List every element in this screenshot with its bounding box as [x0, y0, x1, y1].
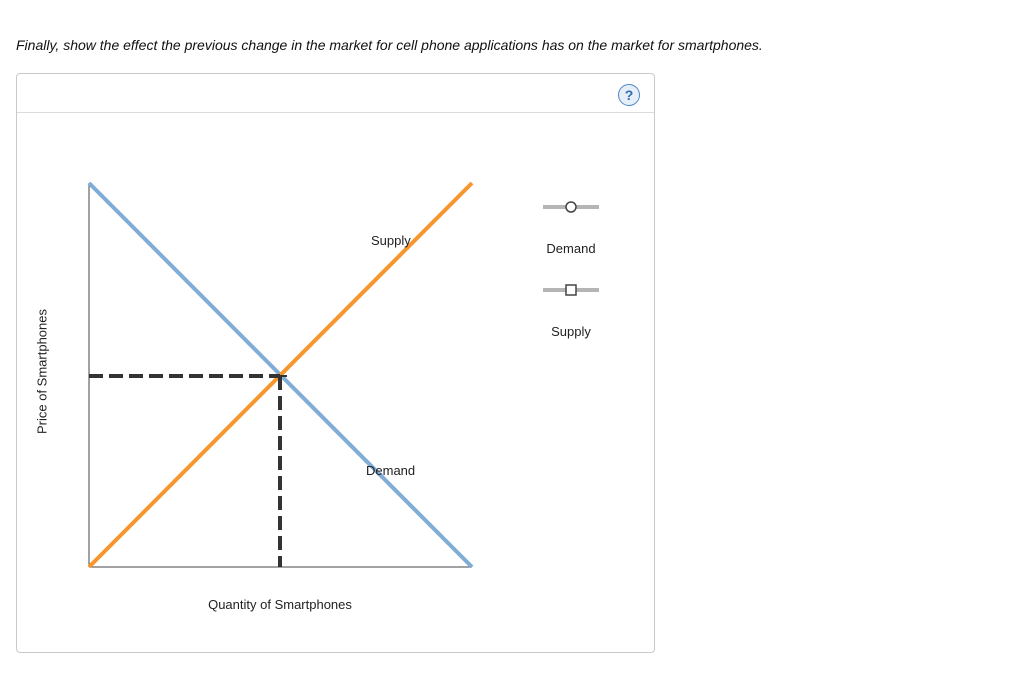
square-marker-icon	[565, 284, 577, 296]
supply-tool-label: Supply	[551, 324, 591, 339]
demand-tool[interactable]	[543, 201, 599, 213]
demand-curve-label: Demand	[366, 463, 415, 478]
demand-tool-label: Demand	[546, 241, 596, 256]
supply-tool[interactable]	[543, 284, 599, 296]
circle-marker-icon	[565, 201, 577, 213]
panel-toolbar: ?	[17, 74, 654, 113]
y-axis-label: Price of Smartphones	[34, 309, 50, 435]
supply-curve-label: Supply	[371, 233, 411, 248]
graph-panel: ?	[16, 73, 655, 653]
help-button[interactable]: ?	[618, 84, 640, 106]
x-axis-label: Quantity of Smartphones	[208, 597, 352, 612]
question-prompt: Finally, show the effect the previous ch…	[16, 37, 763, 53]
